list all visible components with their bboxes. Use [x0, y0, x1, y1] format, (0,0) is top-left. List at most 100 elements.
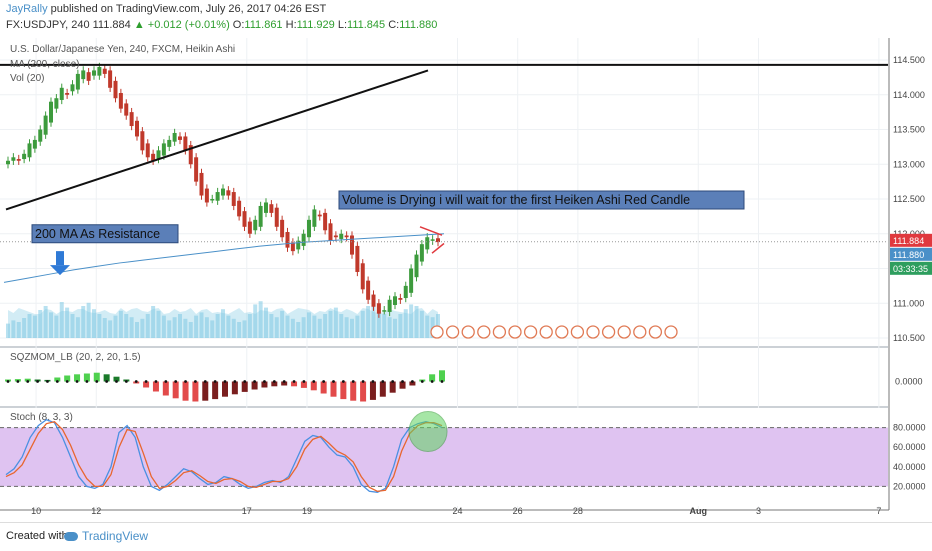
volume-bar	[403, 309, 408, 338]
last-price: 111.884	[92, 19, 131, 31]
candle-body	[409, 268, 414, 293]
squeeze-dot	[292, 380, 296, 383]
candle-body	[274, 207, 279, 227]
up-arrow-icon: ▲	[133, 19, 145, 31]
tradingview-logo[interactable]: TradingView	[64, 529, 148, 543]
chart-header: JayRally published on TradingView.com, J…	[0, 0, 932, 38]
time-tick-label: 19	[302, 506, 312, 516]
volume-bar	[49, 312, 53, 338]
volume-bar	[307, 312, 311, 338]
momentum-bar	[271, 381, 278, 387]
squeeze-dot	[213, 380, 217, 383]
volume-bar	[360, 310, 365, 338]
momentum-bar	[64, 375, 71, 382]
candle-body	[226, 190, 231, 196]
candle-body	[231, 192, 236, 206]
volume-bar	[355, 315, 360, 338]
close-value: 111.880	[399, 19, 438, 31]
chart-canvas[interactable]: 114.500 114.000 113.500 113.000 112.500 112.0…	[0, 38, 932, 522]
candle-body	[183, 136, 188, 151]
momentum-bar	[172, 381, 179, 399]
price-tick-label: 110.500	[893, 333, 925, 343]
volume-bar	[6, 323, 10, 338]
candle-body	[328, 223, 333, 241]
candle-body	[43, 115, 48, 135]
volume-bar	[242, 320, 247, 338]
price-axis-badge	[890, 233, 932, 247]
candle-body	[280, 219, 285, 238]
published-text: published on TradingView.com, July 26, 2…	[47, 3, 327, 15]
candle-body	[38, 129, 43, 142]
candle-body	[124, 103, 129, 116]
momentum-bar	[103, 374, 110, 382]
volume-bar	[350, 318, 354, 338]
economic-event-flag-icon	[555, 325, 569, 339]
candle-body	[376, 303, 381, 314]
volume-bar	[70, 314, 75, 338]
volume-bar	[86, 302, 91, 338]
symbol-text: FX:USDJPY, 240	[6, 19, 90, 31]
volume-bar	[81, 306, 86, 338]
squeeze-dot	[144, 380, 148, 383]
squeeze-dot	[154, 380, 158, 383]
squeeze-dot	[6, 380, 10, 383]
author-link[interactable]: JayRally	[6, 3, 48, 15]
candle-body	[301, 233, 306, 246]
squeeze-dot	[391, 380, 395, 383]
price-tick-label: 112.000	[893, 229, 925, 239]
candle-body	[285, 232, 290, 248]
candle-body	[215, 192, 220, 201]
momentum-bar	[182, 381, 189, 401]
squeeze-dot	[272, 380, 276, 383]
volume-bar	[419, 310, 424, 338]
momentum-bar	[83, 373, 90, 382]
price-axis-badge-text: 111.884	[893, 236, 924, 246]
squeeze-dot	[203, 380, 207, 383]
momentum-bar	[281, 381, 288, 386]
volume-bar	[43, 306, 48, 338]
volume-bar	[140, 318, 145, 338]
down-arrow-icon	[56, 251, 64, 266]
volume-bar	[339, 314, 344, 338]
momentum-bar	[409, 381, 416, 386]
time-tick-label: 24	[452, 506, 462, 516]
momentum-bar	[340, 381, 347, 400]
wedge-line-top	[419, 226, 443, 236]
volume-bar	[156, 310, 161, 338]
economic-event-flag-icon	[601, 325, 616, 339]
squeeze-dot	[85, 380, 89, 383]
volume-bar	[167, 320, 172, 338]
momentum-bar	[330, 381, 337, 397]
candle-body	[414, 254, 419, 278]
momentum-bar	[350, 381, 357, 401]
momentum-bar	[113, 376, 120, 382]
squeeze-dot	[26, 380, 30, 383]
price-tick-label: 111.000	[893, 298, 924, 308]
candle-body	[86, 72, 91, 81]
volume-bar	[231, 318, 236, 338]
momentum-bar	[212, 381, 219, 400]
candle-body	[178, 136, 182, 140]
volume-bar	[323, 314, 328, 338]
squeeze-dot	[411, 380, 414, 383]
sozmom-label: SQZMOM_LB (20, 2, 20, 1.5)	[10, 352, 141, 363]
candle-body	[118, 93, 123, 109]
candle-body	[161, 143, 166, 156]
footer: Created with TradingView	[0, 522, 932, 551]
volume-bar	[59, 302, 64, 338]
squeeze-dot	[420, 380, 424, 383]
momentum-bar	[143, 381, 150, 388]
time-tick-label: 10	[31, 506, 41, 516]
candle-body	[145, 143, 150, 158]
economic-event-flag-icon	[617, 325, 631, 339]
squeeze-dot	[253, 380, 256, 383]
momentum-bar	[389, 381, 396, 393]
squeeze-dot	[341, 380, 345, 383]
volume-bar	[22, 318, 27, 338]
highlight-circle	[408, 411, 448, 453]
squeeze-dot	[174, 380, 178, 383]
volume-bar	[280, 310, 285, 338]
time-tick-label: 7	[876, 506, 881, 516]
volume-bar	[108, 320, 113, 338]
momentum-bar	[162, 381, 169, 396]
